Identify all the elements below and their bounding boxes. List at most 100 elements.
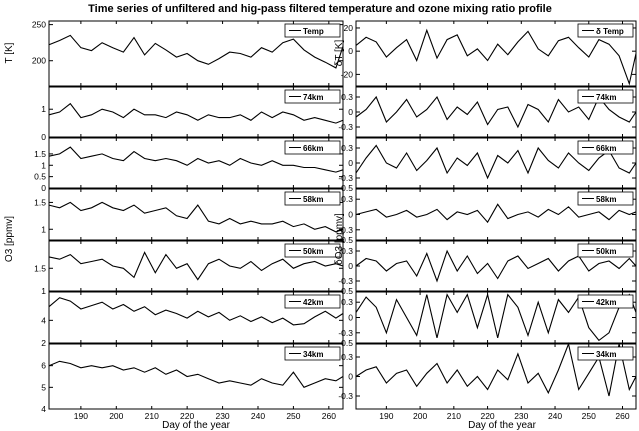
y-tick-label: 1 (41, 104, 46, 114)
left-panel-74km: 1 0 74km (41, 86, 344, 142)
left-panel-58km: 1.5 1 58km (34, 188, 344, 241)
series-line-58km (355, 203, 637, 224)
legend-label: 74km (303, 93, 323, 102)
y-axis-label: δT [K] (334, 40, 345, 67)
x-tick-label: 250 (286, 411, 300, 421)
y-tick-label: -0.3 (338, 276, 353, 286)
y-tick-label: 0 (41, 183, 46, 193)
x-tick-label: 230 (514, 411, 528, 421)
y-tick-label: 1.5 (34, 197, 46, 207)
x-tick-label: 240 (251, 411, 265, 421)
x-tick-label: 240 (548, 411, 562, 421)
y-tick-label: -0.5 (338, 286, 353, 296)
legend-label: 74km (596, 93, 616, 102)
legend-box (284, 23, 341, 38)
legend-label: 34km (596, 350, 616, 359)
legend-label: 58km (596, 195, 616, 204)
x-tick-label: 200 (109, 411, 123, 421)
x-tick-label: 210 (145, 411, 159, 421)
y-tick-label: 0.3 (341, 352, 353, 362)
y-tick-label: -0.3 (338, 391, 353, 401)
y-tick-label: 0 (348, 46, 353, 56)
x-tick-label: 190 (74, 411, 88, 421)
y-tick-label: 1 (41, 286, 46, 296)
series-line-δTemp (355, 28, 637, 86)
legend-label: Temp (303, 27, 324, 36)
legend-label: 58km (303, 195, 323, 204)
series-line-42km (355, 292, 637, 342)
left-panel-66km: 1.51 0.50 66km (34, 137, 344, 193)
right-panel-66km: 0.3 0 -0.3-0.5 66km (338, 137, 637, 193)
y-tick-label: -0.3 (338, 173, 353, 183)
y-tick-label: -0.3 (338, 328, 353, 338)
y-tick-label: 0 (348, 158, 353, 168)
left-panel-Temp: 250 200 Temp (32, 20, 344, 87)
right-panel-34km: 0.3 0 -0.3 34km (338, 342, 637, 410)
legend-box (284, 140, 341, 155)
legend-box (577, 294, 634, 309)
y-tick-label: 4 (41, 315, 46, 325)
legend-label: 42km (303, 298, 323, 307)
right-panel-δTemp: 20 0 -20 δ Temp (341, 20, 637, 87)
x-tick-label: 260 (615, 411, 629, 421)
legend-box (577, 346, 634, 361)
right-panel-42km: 0.3 0 -0.3-0.5 42km (338, 291, 637, 348)
y-tick-label: -0.5 (338, 183, 353, 193)
legend-label: 66km (303, 144, 323, 153)
y-tick-label: -0.5 (338, 235, 353, 245)
legend-box (577, 191, 634, 206)
legend-label: 42km (596, 298, 616, 307)
y-tick-label: 2 (41, 338, 46, 348)
x-tick-label: 190 (379, 411, 393, 421)
x-tick-label: 200 (413, 411, 427, 421)
legend-label: 50km (303, 247, 323, 256)
y-tick-label: 1 (41, 160, 46, 170)
y-tick-label: 6 (41, 361, 46, 371)
legend-box (284, 346, 341, 361)
y-tick-label: 0 (348, 210, 353, 220)
series-line-42km (48, 297, 344, 326)
series-line-74km (48, 102, 344, 124)
legend-box (284, 294, 341, 309)
y-tick-label: 0.3 (341, 92, 353, 102)
figure-title: Time series of unfiltered and hig-pass f… (88, 3, 552, 15)
legend-label: 66km (596, 144, 616, 153)
legend-label: δ Temp (596, 27, 624, 36)
x-tick-label: 250 (582, 411, 596, 421)
y-tick-label: 0.3 (341, 246, 353, 256)
y-tick-label: 0 (348, 261, 353, 271)
legend-box (284, 243, 341, 258)
y-tick-label: 20 (344, 23, 354, 33)
series-line-34km (355, 342, 637, 397)
legend-box (577, 23, 634, 38)
x-tick-label: 220 (180, 411, 194, 421)
y-tick-label: -20 (341, 69, 354, 79)
x-tick-label: 230 (215, 411, 229, 421)
legend-label: 34km (303, 350, 323, 359)
right-panel-58km: 0.3 0 -0.3-0.5 58km (338, 188, 637, 245)
legend-box (577, 89, 634, 104)
y-tick-label: 5 (41, 382, 46, 392)
y-tick-label: 0.3 (341, 297, 353, 307)
y-axis-label: T [K] (4, 42, 15, 63)
y-tick-label: -0.3 (338, 225, 353, 235)
y-tick-label: -0.5 (338, 338, 353, 348)
x-tick-label: 220 (480, 411, 494, 421)
y-tick-label: 0 (348, 372, 353, 382)
right-panel-74km: 0.3 0 -0.3 74km (338, 86, 637, 138)
legend-box (577, 243, 634, 258)
y-tick-label: 0 (348, 107, 353, 117)
y-tick-label: 4 (41, 404, 46, 414)
series-line-50km (355, 249, 637, 283)
y-tick-label: 0.5 (34, 172, 46, 182)
series-line-58km (48, 201, 344, 233)
series-line-66km (48, 146, 344, 173)
y-tick-label: 1 (41, 224, 46, 234)
y-tick-label: 200 (32, 56, 46, 66)
series-line-Temp (48, 34, 344, 69)
y-tick-label: -0.3 (338, 122, 353, 132)
left-panel-34km: 6 5 4 34km (41, 343, 344, 414)
